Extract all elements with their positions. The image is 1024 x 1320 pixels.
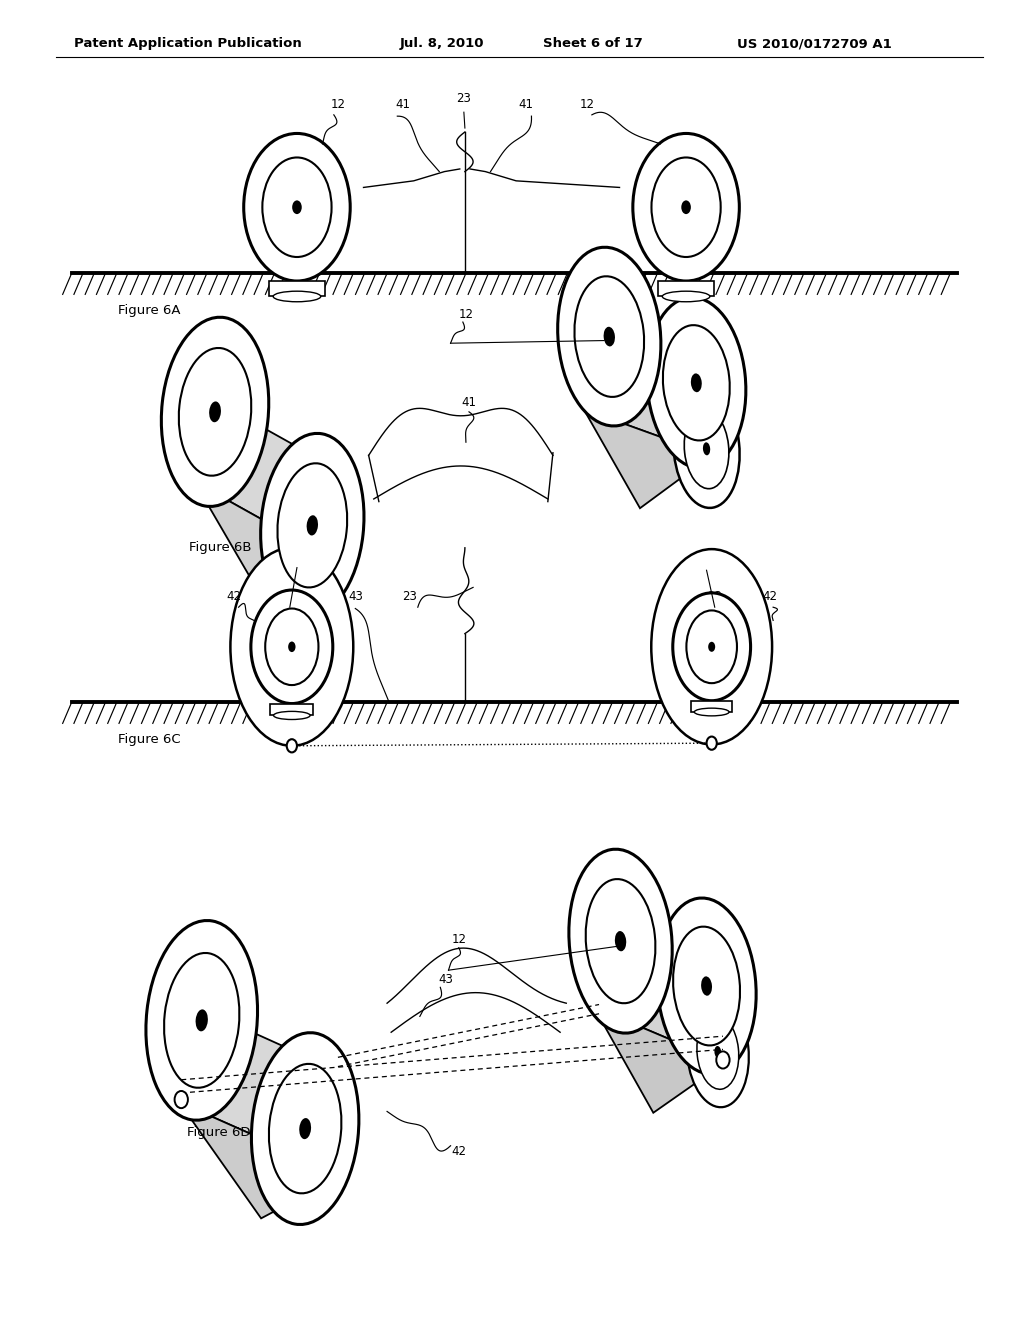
Ellipse shape [663, 292, 710, 302]
Ellipse shape [586, 879, 655, 1003]
Ellipse shape [252, 1032, 358, 1225]
Ellipse shape [273, 292, 321, 302]
Polygon shape [594, 1007, 725, 1113]
Ellipse shape [265, 609, 318, 685]
Text: 12: 12 [283, 590, 297, 603]
Ellipse shape [687, 997, 749, 1107]
Ellipse shape [603, 327, 615, 346]
Ellipse shape [657, 898, 756, 1074]
Ellipse shape [574, 276, 644, 397]
Polygon shape [179, 999, 343, 1175]
Ellipse shape [162, 317, 268, 507]
Polygon shape [594, 911, 725, 1063]
Text: 42: 42 [763, 590, 777, 603]
Text: 12: 12 [459, 308, 473, 321]
Text: Figure 6B: Figure 6B [189, 541, 252, 554]
Ellipse shape [306, 515, 318, 536]
Ellipse shape [244, 133, 350, 281]
Text: 43: 43 [438, 973, 453, 986]
Ellipse shape [651, 157, 721, 257]
Ellipse shape [209, 401, 221, 422]
Ellipse shape [230, 548, 353, 746]
Text: 23: 23 [402, 590, 417, 603]
Text: 42: 42 [452, 1144, 466, 1158]
Ellipse shape [558, 247, 660, 426]
Text: Jul. 8, 2010: Jul. 8, 2010 [399, 37, 484, 50]
Ellipse shape [299, 1118, 311, 1139]
Text: 41: 41 [395, 98, 410, 111]
Ellipse shape [145, 920, 258, 1121]
Ellipse shape [673, 927, 740, 1045]
Text: Figure 6C: Figure 6C [118, 733, 180, 746]
Ellipse shape [278, 463, 347, 587]
Ellipse shape [709, 642, 715, 652]
Text: 12: 12 [580, 98, 594, 111]
Polygon shape [195, 389, 348, 568]
Ellipse shape [174, 1090, 188, 1109]
Text: 41: 41 [519, 98, 534, 111]
Bar [658, 281, 714, 297]
Polygon shape [179, 1102, 343, 1218]
Ellipse shape [717, 1051, 729, 1069]
Ellipse shape [674, 389, 739, 508]
Text: 43: 43 [348, 590, 362, 603]
Ellipse shape [633, 133, 739, 281]
Ellipse shape [651, 549, 772, 744]
Ellipse shape [292, 201, 302, 214]
Text: Figure 6D: Figure 6D [187, 1126, 251, 1139]
Ellipse shape [288, 642, 296, 652]
Ellipse shape [569, 849, 672, 1034]
Ellipse shape [269, 1064, 341, 1193]
Ellipse shape [686, 610, 737, 684]
Bar [691, 701, 732, 711]
Ellipse shape [647, 297, 745, 469]
Ellipse shape [614, 931, 627, 952]
Ellipse shape [694, 708, 729, 715]
Ellipse shape [702, 442, 711, 455]
Text: US 2010/0172709 A1: US 2010/0172709 A1 [737, 37, 892, 50]
Ellipse shape [701, 977, 712, 995]
Ellipse shape [684, 409, 729, 488]
Ellipse shape [179, 348, 251, 475]
Ellipse shape [707, 737, 717, 750]
Text: 12: 12 [331, 98, 345, 111]
Ellipse shape [196, 1010, 208, 1031]
Ellipse shape [251, 590, 333, 704]
Ellipse shape [691, 374, 701, 392]
Text: Sheet 6 of 17: Sheet 6 of 17 [543, 37, 642, 50]
Ellipse shape [697, 1015, 738, 1089]
Ellipse shape [273, 711, 310, 719]
Ellipse shape [262, 157, 332, 257]
Text: 12: 12 [708, 590, 722, 603]
Ellipse shape [287, 739, 297, 752]
Ellipse shape [663, 325, 730, 441]
Text: 41: 41 [462, 396, 476, 409]
Text: 42: 42 [226, 590, 241, 603]
Text: Patent Application Publication: Patent Application Publication [74, 37, 301, 50]
Polygon shape [584, 310, 712, 455]
Ellipse shape [681, 201, 691, 214]
Ellipse shape [164, 953, 240, 1088]
Text: 23: 23 [457, 92, 471, 106]
Ellipse shape [261, 433, 364, 618]
Polygon shape [584, 409, 712, 508]
Polygon shape [195, 482, 348, 614]
Bar [270, 704, 313, 715]
Text: 12: 12 [452, 933, 466, 946]
Ellipse shape [715, 1045, 721, 1059]
Text: Figure 6A: Figure 6A [118, 304, 180, 317]
Bar [269, 281, 325, 297]
Ellipse shape [673, 593, 751, 701]
